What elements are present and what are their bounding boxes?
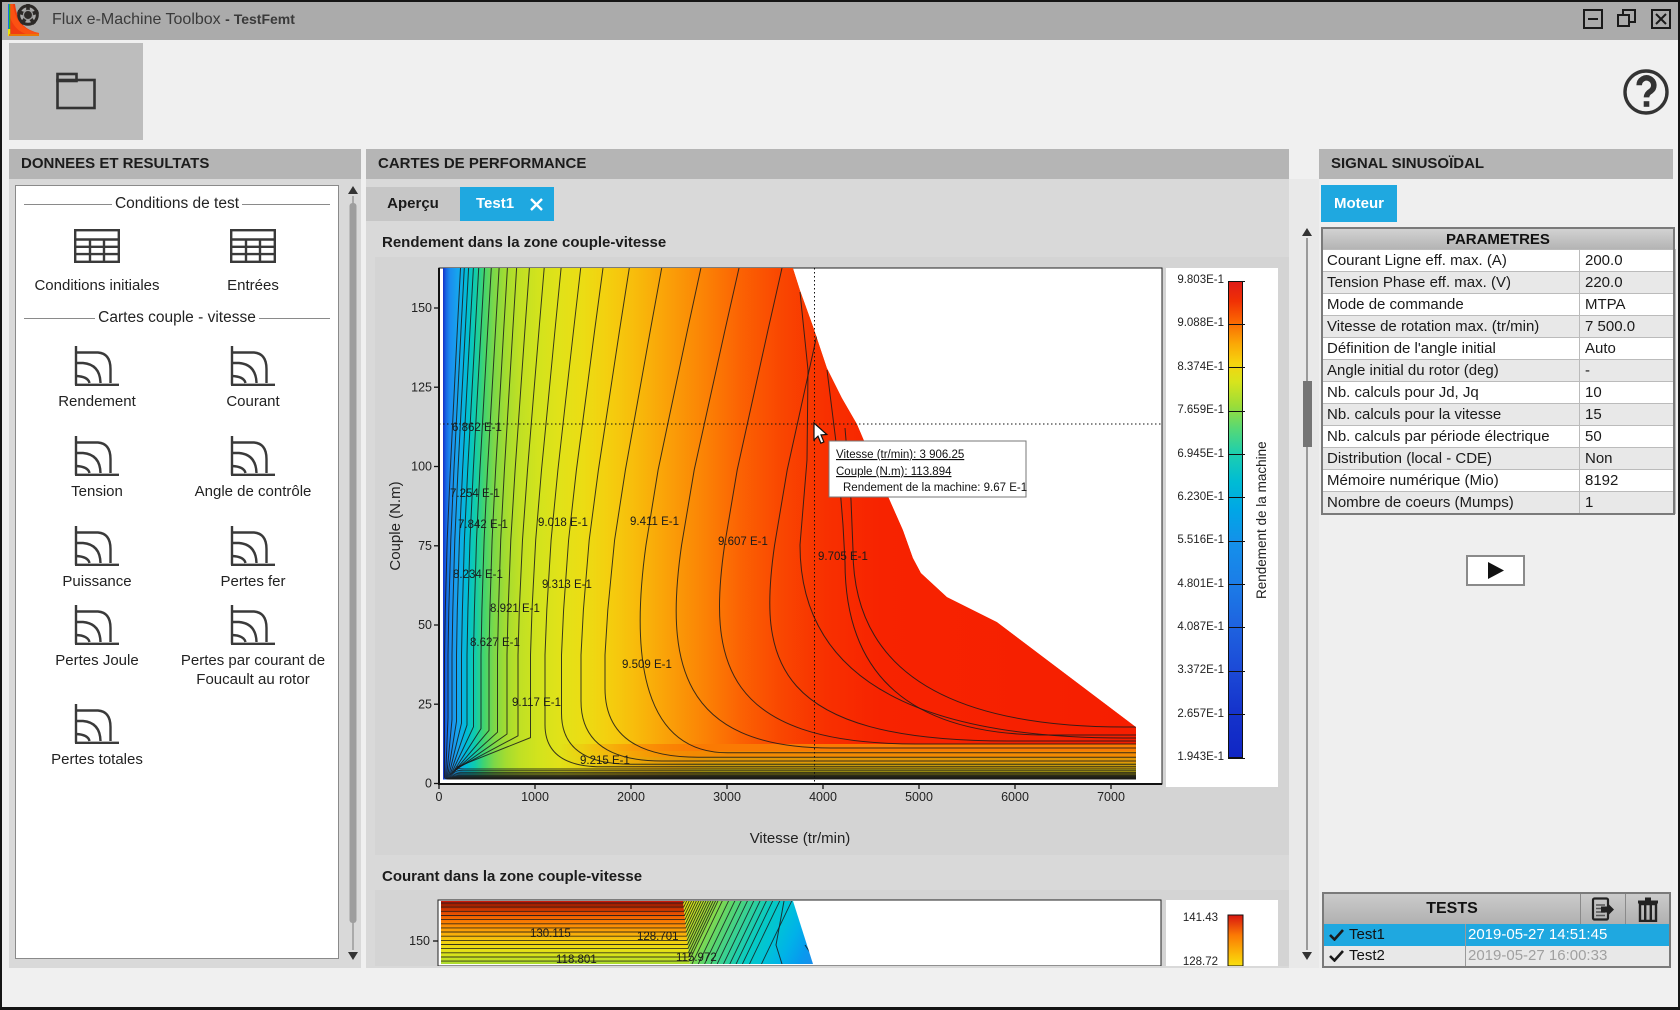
- svg-text:5000: 5000: [905, 790, 933, 804]
- svg-text:7.842 E-1: 7.842 E-1: [458, 519, 508, 531]
- svg-text:9.313 E-1: 9.313 E-1: [542, 579, 592, 591]
- svg-text:9.411 E-1: 9.411 E-1: [630, 516, 679, 528]
- svg-text:9.607 E-1: 9.607 E-1: [718, 536, 768, 548]
- svg-text:9.117 E-1: 9.117 E-1: [512, 697, 561, 709]
- svg-text:6.862 E-1: 6.862 E-1: [452, 422, 502, 434]
- svg-text:2000: 2000: [617, 790, 645, 804]
- svg-text:128.72: 128.72: [1183, 956, 1218, 966]
- svg-text:Rendement de la machine: 9.67: Rendement de la machine: 9.67 E-1: [843, 482, 1027, 494]
- svg-text:3000: 3000: [713, 790, 741, 804]
- svg-text:141.43: 141.43: [1183, 912, 1218, 924]
- svg-text:0: 0: [425, 777, 432, 791]
- svg-text:7.254 E-1: 7.254 E-1: [450, 488, 500, 500]
- svg-text:125: 125: [411, 380, 432, 394]
- svg-text:100: 100: [411, 460, 432, 474]
- svg-text:115.972: 115.972: [676, 952, 717, 964]
- svg-text:Vitesse (tr/min): Vitesse (tr/min): [750, 830, 851, 847]
- svg-text:Couple (N.m): 113.894: Couple (N.m): 113.894: [836, 466, 952, 478]
- svg-text:128.701: 128.701: [637, 931, 679, 943]
- svg-text:50: 50: [418, 618, 432, 632]
- svg-text:9.509 E-1: 9.509 E-1: [622, 659, 672, 671]
- svg-text:150: 150: [409, 934, 430, 948]
- svg-text:130.115: 130.115: [530, 928, 571, 940]
- svg-text:8.921 E-1: 8.921 E-1: [490, 603, 540, 615]
- svg-text:9.215 E-1: 9.215 E-1: [580, 755, 630, 767]
- svg-text:9.018 E-1: 9.018 E-1: [538, 517, 588, 529]
- svg-text:9.705 E-1: 9.705 E-1: [818, 551, 868, 563]
- svg-text:Vitesse (tr/min): 3 906.25: Vitesse (tr/min): 3 906.25: [836, 449, 964, 461]
- svg-text:Couple (N.m): Couple (N.m): [387, 481, 404, 570]
- svg-text:4000: 4000: [809, 790, 837, 804]
- svg-text:25: 25: [418, 698, 432, 712]
- svg-text:118.801: 118.801: [556, 954, 597, 966]
- svg-text:1000: 1000: [521, 790, 549, 804]
- svg-text:75: 75: [418, 539, 432, 553]
- svg-text:7000: 7000: [1097, 790, 1125, 804]
- svg-text:6000: 6000: [1001, 790, 1029, 804]
- svg-text:0: 0: [436, 790, 443, 804]
- svg-text:8.234 E-1: 8.234 E-1: [453, 569, 503, 581]
- svg-text:8.627 E-1: 8.627 E-1: [470, 637, 520, 649]
- svg-text:150: 150: [411, 301, 432, 315]
